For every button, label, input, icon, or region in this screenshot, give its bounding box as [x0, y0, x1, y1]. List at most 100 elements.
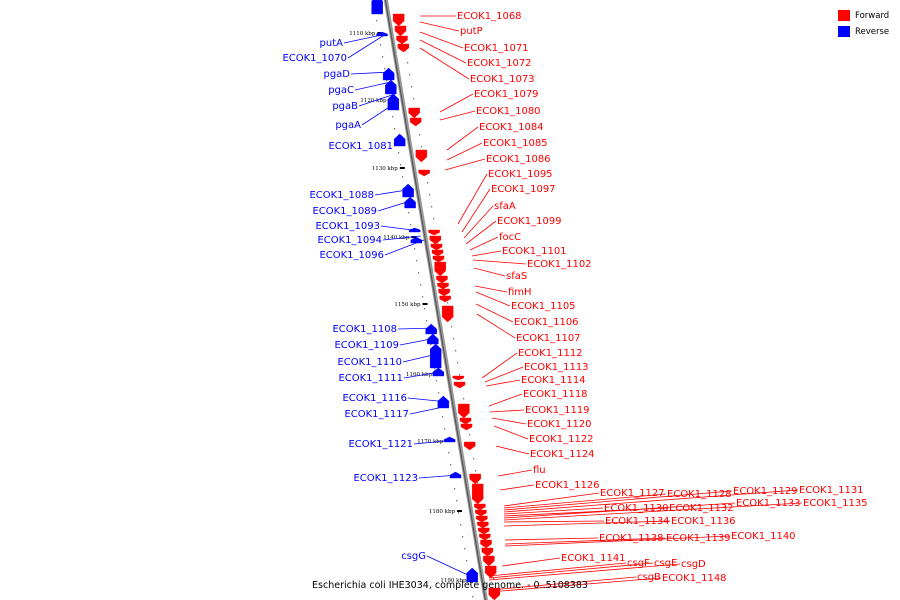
forward-gene-feature: [434, 261, 446, 277]
gene-label-ecok1-1070: ECOK1_1070: [282, 53, 347, 64]
leader-line: [485, 379, 521, 387]
gene-label-ecok1-1068: ECOK1_1068: [457, 11, 522, 22]
gene-label-ecok1-1089: ECOK1_1089: [312, 206, 377, 217]
leader-line: [503, 520, 671, 527]
leader-line: [402, 353, 438, 363]
gene-label-ecok1-1134: ECOK1_1134: [605, 516, 670, 527]
reverse-gene-feature: [382, 67, 395, 81]
leader-line: [493, 425, 529, 440]
gene-label-csge: csgE: [654, 558, 677, 569]
gene-label-ecok1-1101: ECOK1_1101: [502, 246, 567, 257]
gene-label-putp: putP: [460, 26, 483, 37]
gene-label-ecok1-1141: ECOK1_1141: [561, 553, 626, 564]
minor-tick: [473, 458, 475, 460]
leader-line: [350, 71, 392, 75]
minor-tick: [398, 152, 400, 154]
gene-label-csgb: csgB: [637, 572, 661, 583]
leader-line: [503, 492, 600, 507]
leader-line: [457, 173, 488, 225]
leader-line: [488, 562, 627, 577]
gene-label-ecok1-1112: ECOK1_1112: [518, 348, 583, 359]
minor-tick: [475, 470, 477, 472]
leader-line: [418, 474, 459, 479]
leader-line: [343, 33, 387, 44]
leader-line-layer: [343, 15, 803, 593]
gene-label-ecok1-1116: ECOK1_1116: [342, 393, 407, 404]
reverse-gene-feature: [466, 567, 478, 583]
feature-layer: [371, 0, 501, 600]
leader-line: [504, 537, 666, 545]
minor-tick: [420, 284, 422, 286]
reverse-gene-feature: [404, 196, 416, 209]
leader-line: [488, 576, 637, 591]
minor-tick: [472, 596, 474, 598]
minor-tick: [466, 560, 468, 562]
forward-gene-feature: [418, 169, 430, 177]
leader-line: [499, 484, 535, 491]
leader-line: [374, 189, 408, 196]
gene-label-ecok1-1119: ECOK1_1119: [525, 405, 590, 416]
minor-tick: [447, 302, 449, 304]
forward-gene-feature: [479, 533, 491, 541]
forward-gene-feature: [431, 249, 444, 257]
gene-label-ecok1-1109: ECOK1_1109: [334, 340, 399, 351]
gene-label-ecok1-1138: ECOK1_1138: [599, 533, 664, 544]
gene-label-ecok1-1084: ECOK1_1084: [479, 122, 544, 133]
legend-reverse-label: Reverse: [855, 27, 889, 37]
leader-line: [347, 33, 387, 59]
leader-line: [491, 417, 527, 425]
gene-label-ecok1-1093: ECOK1_1093: [315, 221, 380, 232]
minor-tick: [464, 548, 466, 550]
gene-label-ecok1-1106: ECOK1_1106: [514, 317, 579, 328]
minor-tick: [421, 146, 423, 148]
minor-tick: [392, 116, 394, 118]
leader-line: [382, 235, 422, 241]
forward-gene-feature: [396, 35, 408, 45]
minor-tick: [448, 452, 450, 454]
leader-line: [488, 562, 654, 579]
gene-label-sfaa: sfaA: [494, 201, 516, 212]
leader-line: [474, 285, 508, 293]
reverse-gene-feature: [387, 93, 400, 111]
minor-tick: [430, 344, 432, 346]
minor-tick: [489, 554, 491, 556]
minor-tick: [410, 224, 412, 226]
leader-line: [488, 577, 662, 593]
minor-tick: [460, 524, 462, 526]
forward-gene-feature: [436, 275, 448, 284]
gene-label-ecok1-1132: ECOK1_1132: [669, 503, 734, 514]
gene-label-ecok1-1073: ECOK1_1073: [470, 74, 535, 85]
forward-gene-feature: [474, 503, 486, 511]
minor-tick: [402, 176, 404, 178]
leader-line: [472, 259, 527, 265]
leader-line: [489, 409, 525, 413]
leader-line: [397, 327, 437, 330]
minor-tick: [457, 362, 459, 364]
minor-tick: [453, 338, 455, 340]
gene-label-ecok1-1129: ECOK1_1129: [733, 486, 798, 497]
leader-line: [465, 220, 497, 245]
reverse-gene-feature: [393, 133, 406, 147]
gene-label-ecok1-1148: ECOK1_1148: [662, 573, 727, 584]
legend-forward-swatch: [838, 10, 850, 21]
forward-gene-feature: [432, 255, 445, 263]
gene-label-ecok1-1120: ECOK1_1120: [527, 419, 592, 430]
legend-reverse-swatch: [838, 26, 850, 37]
forward-gene-feature: [476, 515, 488, 523]
gene-label-ecok1-1108: ECOK1_1108: [332, 324, 397, 335]
minor-tick: [409, 74, 411, 76]
gene-label-ecok1-1085: ECOK1_1085: [483, 138, 548, 149]
forward-gene-feature: [394, 25, 407, 37]
leader-line: [384, 239, 425, 256]
gene-label-ecok1-1072: ECOK1_1072: [467, 58, 532, 69]
gene-label-pgac: pgaC: [328, 85, 354, 96]
forward-gene-feature: [409, 117, 422, 127]
gene-label-ecok1-1140: ECOK1_1140: [731, 531, 796, 542]
minor-tick: [376, 20, 378, 22]
minor-tick: [382, 56, 384, 58]
gene-label-pgaa: pgaA: [335, 120, 361, 131]
scale-tick-label: 1140 kbp: [383, 235, 410, 241]
gene-label-ecok1-1121: ECOK1_1121: [348, 439, 413, 450]
legend: Forward Reverse: [838, 10, 889, 37]
